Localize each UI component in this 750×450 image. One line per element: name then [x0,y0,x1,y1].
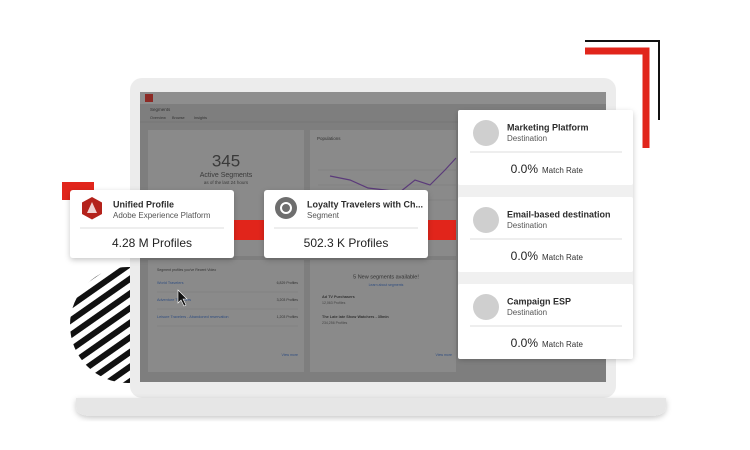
destination-kind: Destination [507,221,547,230]
profile-card [70,190,234,258]
destination-icon [473,207,499,233]
match-rate: 0.0% [511,249,539,263]
destination-card [458,197,633,272]
new-segment-profiles: 234,256 Profiles [322,321,348,325]
card-subtitle: Adobe Experience Platform [113,211,211,220]
segment-card [264,190,428,258]
card-metric: 4.28 M Profiles [112,236,192,250]
new-segment-profiles: 12,063 Profiles [322,301,346,305]
match-rate: 0.0% [511,162,539,176]
segment-icon-glyph [280,202,292,214]
destination-kind: Destination [507,308,547,317]
app-header [140,92,606,104]
new-segment-name: The Late late Show Watchers - 35min [322,315,389,319]
new-segment-name: Ad TV Purchasers [322,295,355,299]
corner-line [585,40,660,120]
card-metric: 502.3 K Profiles [304,236,389,250]
destination-icon [473,120,499,146]
segment-count-note: as of the last 24 hours [204,180,249,185]
new-segments-title: 5 New segments available! [353,274,419,280]
destination-name: Marketing Platform [507,122,589,132]
view-more-link[interactable]: View more [436,353,453,357]
profile-icon-glyph [87,202,97,213]
match-rate-label: Match Rate [542,166,583,175]
destination-card [458,110,633,185]
destination-kind: Destination [507,134,547,143]
segment-profiles: 6,829 Profiles [277,281,299,285]
segment-profiles: 3,203 Profiles [277,298,299,302]
destination-icon [473,294,499,320]
app-tab[interactable]: Browse [172,116,185,120]
card-background [70,190,234,258]
segment-profiles: 1,203 Profiles [277,315,299,319]
view-more-link[interactable]: View more [282,353,299,357]
segment-name[interactable]: Adventure Travelers [157,298,191,302]
segment-list-intro: Segment profiles you've Recent Video [157,268,216,272]
app-title: Segments [150,107,171,112]
populations-title: Populations [317,136,341,141]
new-segments-link[interactable]: Learn about segments [369,283,404,287]
destination-card [458,284,633,359]
segment-icon [275,197,297,219]
segment-name[interactable]: Leisure Travelers - Abandoned reservatio… [157,315,229,319]
match-rate-label: Match Rate [542,253,583,262]
segment-count-label: Active Segments [200,172,253,179]
corner-bracket [585,47,650,148]
match-rate-label: Match Rate [542,340,583,349]
card-background [264,190,428,258]
destination-name: Campaign ESP [507,296,571,306]
striped-decoration [70,267,135,383]
destination-name: Email-based destination [507,209,611,219]
cursor [177,289,188,307]
card-title: Unified Profile [113,199,174,209]
segment-name[interactable]: World Travelers [157,281,184,285]
app-tab[interactable]: Insights [194,116,207,120]
segment-list-panel [148,260,304,372]
card-title: Loyalty Travelers with Ch... [307,199,423,209]
app-logo [145,94,153,102]
laptop-base [76,398,666,416]
card-subtitle: Segment [307,211,340,220]
segment-count: 345 [212,151,240,170]
match-rate: 0.0% [511,336,539,350]
new-segments-panel [310,260,456,372]
app-tab[interactable]: Overview [150,116,166,120]
